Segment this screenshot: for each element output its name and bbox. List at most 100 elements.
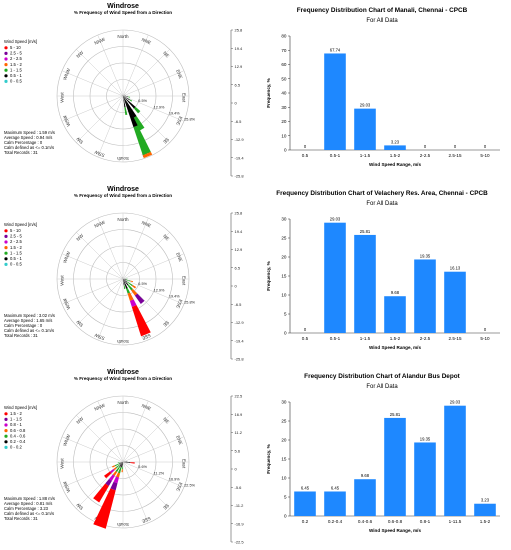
rose-petal-segment bbox=[121, 94, 123, 96]
scale-tick-label: 6.5 bbox=[235, 82, 241, 87]
rose-title: Windrose bbox=[107, 369, 139, 376]
bar-value-label: 9.68 bbox=[361, 473, 370, 478]
rose-spoke bbox=[122, 461, 149, 524]
x-tick-label: 1-1.5 bbox=[360, 153, 371, 158]
rose-title: Windrose bbox=[107, 186, 139, 193]
rose-spoke bbox=[122, 49, 170, 97]
scale-tick-label: -12.9 bbox=[235, 137, 245, 142]
legend-swatch bbox=[4, 79, 8, 83]
legend-label: 2.5 - 5 bbox=[10, 51, 23, 56]
rose-petal-segment bbox=[123, 285, 126, 290]
stat-line: Maximum Speed : 1.88 m/s bbox=[4, 496, 55, 501]
x-axis-label: Wind Speed Range, m/s bbox=[369, 345, 421, 350]
x-tick-label: 1-1.5 bbox=[360, 336, 371, 341]
rose-petal-segment bbox=[123, 96, 136, 109]
bar-value-label: 3.23 bbox=[391, 139, 400, 144]
y-tick-label: 60 bbox=[281, 62, 287, 67]
rose-petal-segment bbox=[123, 96, 130, 101]
bar-chart-subtitle: For All Data bbox=[366, 201, 398, 207]
legend-label: 0.2 - 0.4 bbox=[10, 439, 26, 444]
legend-label: 2.5 - 5 bbox=[10, 234, 23, 239]
stat-line: Total Records : 31 bbox=[4, 150, 38, 155]
direction-label: WNW bbox=[62, 250, 71, 264]
rose-petal-segment bbox=[123, 461, 128, 462]
x-tick-label: 0.5 bbox=[302, 336, 309, 341]
y-tick-label: 15 bbox=[281, 457, 287, 462]
legend-swatch bbox=[4, 229, 8, 233]
ring-label: 16.9% bbox=[169, 478, 180, 482]
rose-petal-segment bbox=[105, 478, 112, 487]
bar-value-label: 25.81 bbox=[390, 412, 401, 417]
rose-petal-segment bbox=[130, 280, 134, 283]
x-tick-label: 0.6-0.8 bbox=[388, 519, 403, 524]
legend-label: 1 - 1.5 bbox=[10, 67, 23, 72]
legend-swatch bbox=[4, 246, 8, 250]
bar bbox=[294, 491, 316, 516]
direction-label: North bbox=[117, 400, 129, 405]
bar bbox=[324, 491, 346, 516]
scale-tick-label: 25.8 bbox=[235, 211, 244, 216]
direction-label: NE bbox=[162, 233, 170, 241]
y-axis-label: Frequency, % bbox=[266, 444, 271, 474]
direction-label: NNW bbox=[94, 220, 107, 229]
stat-line: Calm defined as <= 0.1m/s bbox=[4, 145, 54, 150]
direction-label: WSW bbox=[62, 480, 71, 493]
rose-spoke bbox=[61, 278, 124, 305]
rose-petal-segment bbox=[109, 468, 115, 474]
bar-value-label: 9.68 bbox=[391, 290, 400, 295]
direction-label: NW bbox=[75, 232, 84, 241]
direction-label: ENE bbox=[175, 69, 183, 80]
direction-label: NW bbox=[75, 49, 84, 58]
direction-label: ESE bbox=[175, 116, 183, 126]
direction-label: West bbox=[60, 92, 65, 103]
y-tick-label: 0 bbox=[284, 331, 287, 336]
scale-tick-label: 12.9 bbox=[235, 247, 244, 252]
direction-label: North bbox=[117, 34, 129, 39]
frequency-bar-chart-3: Frequency Distribution Chart of Alandur … bbox=[266, 373, 500, 533]
y-axis-label: Frequency, % bbox=[266, 78, 271, 108]
rose-subtitle: % Frequency of Wind Speed from a Directi… bbox=[74, 10, 172, 15]
rose-spoke bbox=[122, 70, 185, 97]
rose-petal-segment bbox=[121, 466, 123, 470]
legend-swatch bbox=[4, 434, 8, 438]
x-tick-label: 0.5-1 bbox=[330, 336, 341, 341]
x-tick-label: 0.5-1 bbox=[330, 153, 341, 158]
y-tick-label: 20 bbox=[281, 255, 287, 260]
rose-spoke bbox=[76, 95, 124, 143]
rose-spoke bbox=[97, 95, 124, 158]
scale-tick-label: 19.4 bbox=[235, 229, 244, 234]
y-tick-label: 0 bbox=[284, 514, 287, 519]
y-tick-label: 20 bbox=[281, 438, 287, 443]
legend-swatch bbox=[4, 412, 8, 416]
y-tick-label: 5 bbox=[284, 495, 287, 500]
rose-petal-segment bbox=[104, 471, 112, 479]
stat-line: Total Records : 31 bbox=[4, 516, 38, 521]
y-tick-label: 80 bbox=[281, 34, 287, 39]
stat-line: Calm defined as <= 0.1m/s bbox=[4, 511, 54, 516]
y-axis-label: Frequency, % bbox=[266, 261, 271, 291]
legend-label: 1.5 - 2 bbox=[10, 62, 23, 67]
legend-label: 0 - 0.5 bbox=[10, 262, 23, 267]
x-tick-label: 2.5-15 bbox=[448, 336, 461, 341]
x-axis-label: Wind Speed Range, m/s bbox=[369, 162, 421, 167]
rose-petal-segment bbox=[129, 299, 137, 308]
x-tick-label: 2-2.5 bbox=[420, 336, 431, 341]
bar-value-label: 6.45 bbox=[301, 485, 310, 490]
x-axis-label: Wind Speed Range, m/s bbox=[369, 528, 421, 533]
bar-chart-title: Frequency Distribution Chart of Velacher… bbox=[276, 190, 488, 197]
y-tick-label: 15 bbox=[281, 274, 287, 279]
direction-label: South bbox=[117, 339, 129, 344]
rose-petal-segment bbox=[123, 462, 131, 464]
rose-petal-segment bbox=[127, 281, 133, 287]
rose-petal-segment bbox=[127, 292, 134, 301]
frequency-bar-chart-1: Frequency Distribution Chart of Manali, … bbox=[266, 7, 500, 167]
scale-tick-label: 12.9 bbox=[235, 64, 244, 69]
legend-swatch bbox=[4, 423, 8, 427]
rose-petal-segment bbox=[121, 469, 123, 473]
rose-petal-segment bbox=[134, 293, 145, 304]
direction-label: ESE bbox=[175, 482, 183, 492]
rose-spoke bbox=[122, 415, 170, 463]
rose-spoke bbox=[76, 232, 124, 280]
rose-spoke bbox=[122, 95, 185, 122]
y-tick-label: 10 bbox=[281, 476, 287, 481]
